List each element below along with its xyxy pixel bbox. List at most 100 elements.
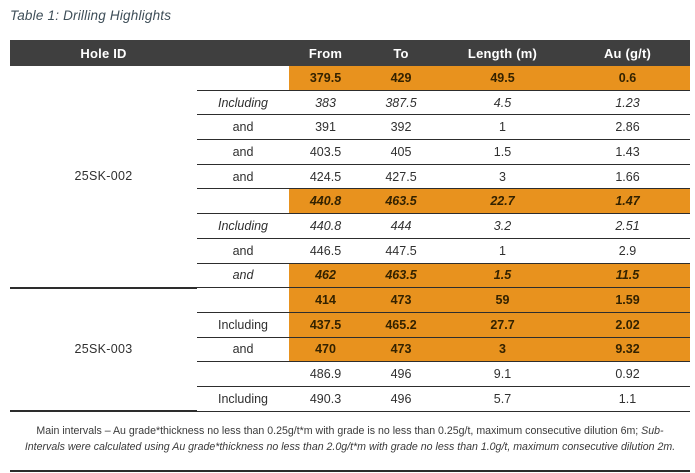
table-row: 486.9 496 9.1 0.92 (10, 361, 690, 387)
table-row: Including 490.3 496 5.7 1.1 (10, 386, 690, 412)
drilling-highlights-table: Hole ID From To Length (m) Au (g/t) 25SK… (10, 40, 690, 413)
footnote-sub: Sub-Intervals were calculated using Au g… (24, 424, 676, 454)
header-au: Au (g/t) (565, 40, 690, 66)
cell-from: 383 (289, 90, 362, 116)
cell-length: 22.7 (440, 188, 565, 215)
cell-au: 0.6 (565, 66, 690, 91)
cell-to: 473 (362, 287, 440, 313)
cell-from: 440.8 (289, 213, 362, 239)
cell-from: 440.8 (289, 188, 362, 215)
cell-length: 27.7 (440, 312, 565, 338)
cell-from: 379.5 (289, 66, 362, 91)
cell-qualifier: and (197, 263, 289, 289)
table-row: and 403.5 405 1.5 1.43 (10, 139, 690, 165)
table-row: and 446.5 447.5 1 2.9 (10, 238, 690, 264)
cell-from: 424.5 (289, 164, 362, 190)
cell-au: 11.5 (565, 263, 690, 289)
cell-au: 9.32 (565, 337, 690, 363)
cell-length: 3 (440, 164, 565, 190)
cell-to: 444 (362, 213, 440, 239)
cell-qualifier (197, 66, 289, 91)
table-body: 25SK-002 379.5 429 49.5 0.6 Including 383 387.5… (10, 66, 690, 413)
cell-qualifier (197, 188, 289, 215)
cell-qualifier: Including (197, 213, 289, 239)
table-row: Including 440.8 444 3.2 2.51 (10, 213, 690, 239)
table-row: and 462 463.5 1.5 11.5 (10, 263, 690, 289)
table-row: 25SK-002 379.5 429 49.5 0.6 (10, 66, 690, 289)
cell-from: 437.5 (289, 312, 362, 338)
cell-to: 427.5 (362, 164, 440, 190)
table-header: Hole ID From To Length (m) Au (g/t) (10, 40, 690, 66)
header-qualifier (197, 40, 289, 66)
cell-to: 463.5 (362, 263, 440, 289)
hole-id: 25SK-003 (10, 287, 197, 413)
header-hole-id: Hole ID (10, 40, 197, 66)
cell-au: 1.1 (565, 386, 690, 412)
table-row: 440.8 463.5 22.7 1.47 (10, 188, 690, 215)
footnote-text: Main intervals – Au grade*thickness no l… (24, 423, 676, 456)
cell-to: 473 (362, 337, 440, 363)
cell-qualifier: and (197, 238, 289, 264)
cell-from: 490.3 (289, 386, 362, 412)
cell-au: 2.02 (565, 312, 690, 338)
cell-to: 463.5 (362, 188, 440, 215)
header-to: To (362, 40, 440, 66)
cell-to: 447.5 (362, 238, 440, 264)
table-row: Including 437.5 465.2 27.7 2.02 (10, 312, 690, 338)
cell-au: 2.9 (565, 238, 690, 264)
cell-au: 2.51 (565, 213, 690, 239)
cell-au: 1.47 (565, 188, 690, 215)
page-title: Table 1: Drilling Highlights (10, 8, 172, 23)
cell-length: 5.7 (440, 386, 565, 412)
table-row: and 470 473 3 9.32 (10, 337, 690, 363)
header-from: From (289, 40, 362, 66)
cell-from: 470 (289, 337, 362, 363)
cell-length: 1.5 (440, 263, 565, 289)
cell-au: 1.43 (565, 139, 690, 165)
cell-from: 391 (289, 114, 362, 141)
cell-qualifier (197, 287, 289, 313)
cell-qualifier: and (197, 337, 289, 363)
table-row: 25SK-003 414 473 59 1.59 (10, 287, 690, 413)
cell-qualifier: and (197, 114, 289, 141)
cell-to: 392 (362, 114, 440, 141)
cell-from: 462 (289, 263, 362, 289)
hole-id: 25SK-002 (10, 66, 197, 289)
cell-length: 1 (440, 114, 565, 141)
cell-from: 414 (289, 287, 362, 313)
cell-to: 387.5 (362, 90, 440, 116)
content-area: Hole ID From To Length (m) Au (g/t) 25SK… (10, 40, 690, 473)
cell-qualifier (197, 361, 289, 387)
cell-to: 429 (362, 66, 440, 91)
table-row: Including 383 387.5 4.5 1.23 (10, 90, 690, 116)
table-row: and 424.5 427.5 3 1.66 (10, 164, 690, 190)
cell-au: 2.86 (565, 114, 690, 141)
cell-length: 1 (440, 238, 565, 264)
cell-qualifier: and (197, 139, 289, 165)
cell-au: 1.66 (565, 164, 690, 190)
cell-length: 49.5 (440, 66, 565, 91)
cell-length: 9.1 (440, 361, 565, 387)
footnote-main: Main intervals – Au grade*thickness no l… (36, 424, 642, 437)
cell-from: 446.5 (289, 238, 362, 264)
cell-qualifier: and (197, 164, 289, 190)
cell-from: 486.9 (289, 361, 362, 387)
cell-to: 465.2 (362, 312, 440, 338)
cell-au: 1.59 (565, 287, 690, 313)
table-row: and 391 392 1 2.86 (10, 114, 690, 141)
cell-qualifier: Including (197, 386, 289, 412)
cell-length: 4.5 (440, 90, 565, 116)
cell-length: 1.5 (440, 139, 565, 165)
cell-length: 3 (440, 337, 565, 363)
header-row: Hole ID From To Length (m) Au (g/t) (10, 40, 690, 66)
cell-length: 3.2 (440, 213, 565, 239)
header-length: Length (m) (440, 40, 565, 66)
cell-to: 496 (362, 361, 440, 387)
cell-au: 0.92 (565, 361, 690, 387)
cell-qualifier: Including (197, 90, 289, 116)
footnote: Main intervals – Au grade*thickness no l… (10, 412, 690, 473)
cell-to: 405 (362, 139, 440, 165)
cell-au: 1.23 (565, 90, 690, 116)
cell-qualifier: Including (197, 312, 289, 338)
